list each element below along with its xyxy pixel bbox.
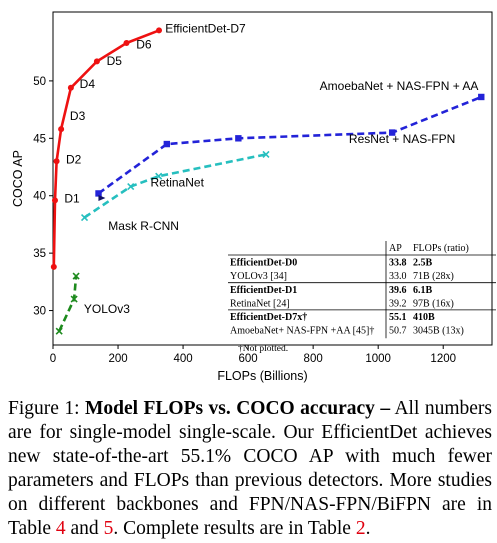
data-point xyxy=(478,93,485,101)
table-cell-model: RetinaNet [24] xyxy=(230,298,290,309)
data-point xyxy=(127,182,135,191)
data-point xyxy=(262,150,270,158)
annotation-label: D6 xyxy=(136,38,152,52)
series-line xyxy=(58,275,78,332)
data-point xyxy=(93,58,100,65)
caption-ref-table-2[interactable]: 2 xyxy=(355,518,366,539)
data-point xyxy=(95,190,102,197)
x-tick-label: 0 xyxy=(50,353,56,365)
x-tick-label: 800 xyxy=(304,353,323,365)
y-axis-label: COCO AP xyxy=(11,150,25,207)
caption-mid2: . Complete results are in Table xyxy=(113,518,356,539)
x-tick-label: 1200 xyxy=(430,353,456,365)
table-header-ap: AP xyxy=(389,243,402,254)
caption-mid: and xyxy=(65,518,104,539)
caption-prefix: Figure 1: xyxy=(8,398,85,419)
table-cell-flops: 6.1B xyxy=(413,285,433,296)
annotation-label: EfficientDet-D7 xyxy=(165,22,246,36)
data-point xyxy=(388,129,396,136)
annotation-label: Mask R-CNN xyxy=(108,219,179,233)
data-point xyxy=(50,263,57,270)
y-tick-label: 30 xyxy=(33,306,46,318)
x-tick-label: 1000 xyxy=(365,353,391,365)
table-cell-ap: 39.2 xyxy=(389,298,407,309)
series-line xyxy=(83,153,267,219)
table-cell-flops: 410B xyxy=(413,312,435,323)
results-table: AP FLOPs (ratio) EfficientDet-D0 33.8 2.5B YO… xyxy=(228,241,496,354)
table-cell-model: YOLOv3 [34] xyxy=(230,271,287,282)
annotation-label: D1 xyxy=(64,192,80,206)
caption-end: . xyxy=(365,518,371,539)
data-point xyxy=(58,126,65,133)
data-point xyxy=(67,84,74,91)
table-cell-ap: 39.6 xyxy=(389,285,407,296)
data-point xyxy=(155,172,163,180)
annotation-label: D4 xyxy=(80,77,96,91)
annotation-label: D5 xyxy=(107,54,123,68)
x-tick-label: 400 xyxy=(173,353,192,365)
annotation-label: ResNet + NAS-FPN xyxy=(349,132,455,146)
table-cell-flops: 97B (16x) xyxy=(413,298,454,309)
data-point xyxy=(235,135,242,142)
x-axis-label: FLOPs (Billions) xyxy=(217,369,307,383)
caption-ref-table-5[interactable]: 5 xyxy=(103,518,114,539)
table-cell-flops: 3045B (13x) xyxy=(413,326,464,337)
data-point xyxy=(163,140,171,148)
data-point xyxy=(51,197,58,204)
table-cell-ap: 50.7 xyxy=(389,326,407,337)
annotation-label: YOLOv3 xyxy=(84,302,130,316)
table-cell-model: AmoebaNet+ NAS-FPN +AA [45]† xyxy=(230,326,374,337)
data-point xyxy=(156,27,163,34)
table-header-flops: FLOPs (ratio) xyxy=(413,243,469,254)
table-cell-model: EfficientDet-D7x† xyxy=(230,312,307,323)
annotation-label: RetinaNet xyxy=(151,176,205,190)
annotation-label: D3 xyxy=(70,109,86,123)
table-cell-model: EfficientDet-D0 xyxy=(230,258,297,269)
table-cell-flops: 71B (28x) xyxy=(413,271,454,282)
data-point xyxy=(53,158,60,165)
y-tick-label: 35 xyxy=(33,248,46,260)
chart: 0 200 400 600 800 1000 1200 30 35 40 45 50 FLOPs (Bi… xyxy=(11,11,496,383)
table-cell-model: EfficientDet-D1 xyxy=(230,285,297,296)
annotation-label: AmoebaNet + NAS-FPN + AA xyxy=(320,79,479,93)
data-point xyxy=(72,272,80,280)
y-tick-label: 45 xyxy=(33,133,46,145)
data-point xyxy=(70,295,78,303)
series-yolov3 xyxy=(55,272,80,335)
caption-bold: Model FLOPs vs. COCO accuracy – xyxy=(84,398,391,419)
data-point xyxy=(123,40,130,47)
table-footnote: †Not plotted. xyxy=(238,344,288,354)
y-tick-label: 40 xyxy=(33,191,46,203)
table-cell-ap: 33.0 xyxy=(389,271,407,282)
series-mask-r-cnn xyxy=(98,195,106,202)
data-point xyxy=(80,213,89,222)
caption-body: All numbers are for single-model single-… xyxy=(8,398,492,539)
x-tick-label: 600 xyxy=(239,353,258,365)
table-cell-ap: 55.1 xyxy=(389,312,407,323)
series-retinanet xyxy=(80,150,270,222)
table-cell-ap: 33.8 xyxy=(389,258,407,269)
series-amoebanet-nas-fpn-aa xyxy=(95,93,485,197)
series-line xyxy=(52,29,160,267)
figure-caption: Figure 1: Model FLOPs vs. COCO accuracy … xyxy=(8,397,492,541)
plot-frame xyxy=(52,11,493,346)
table-cell-flops: 2.5B xyxy=(413,258,433,269)
data-point xyxy=(98,195,106,202)
x-tick-label: 200 xyxy=(108,353,127,365)
annotation-label: D2 xyxy=(66,153,82,167)
data-point xyxy=(55,327,63,335)
series-efficientdet xyxy=(50,27,163,270)
y-tick-label: 50 xyxy=(33,76,46,88)
caption-ref-table-4[interactable]: 4 xyxy=(55,518,66,539)
